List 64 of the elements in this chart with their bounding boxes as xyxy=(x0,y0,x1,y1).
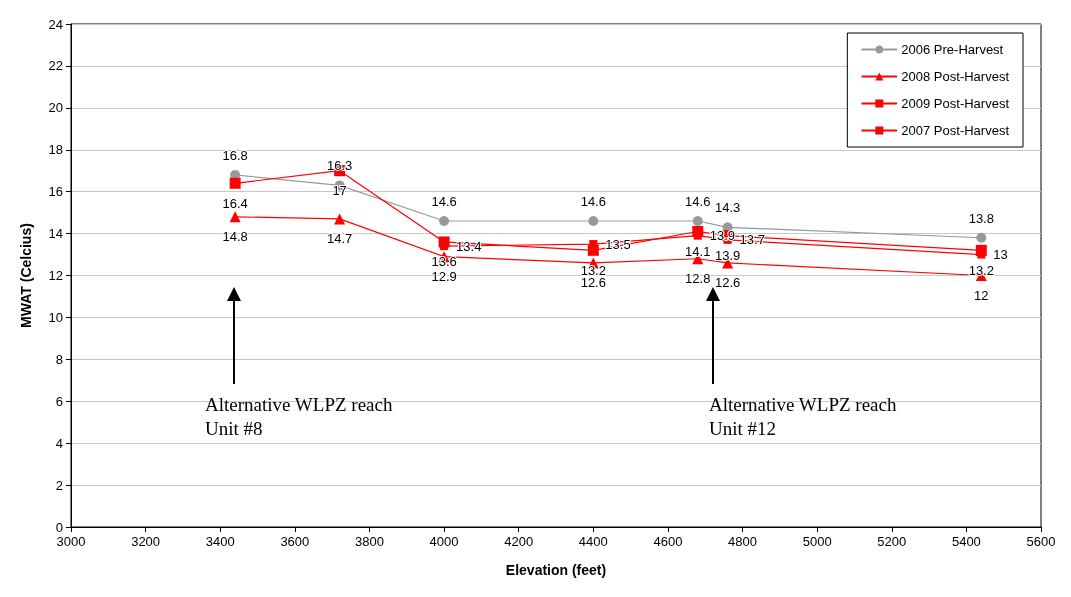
x-tick-label: 3200 xyxy=(131,534,161,549)
x-tick-label: 5400 xyxy=(951,534,981,549)
point xyxy=(439,216,450,227)
data-label: 12.6 xyxy=(714,275,741,291)
x-tick-label: 4600 xyxy=(653,534,683,549)
y-tick-label: 12 xyxy=(48,268,63,283)
y-tick-label: 20 xyxy=(48,100,63,116)
x-tick-label: 4800 xyxy=(728,534,757,549)
y-tick-label: 2 xyxy=(55,477,63,493)
data-label: 17 xyxy=(332,183,347,199)
x-axis-title: Elevation (feet) xyxy=(505,562,607,578)
y-axis-title: MWAT (Celcius) xyxy=(18,223,34,328)
x-tick-label: 3600 xyxy=(280,534,310,549)
legend-label: 2007 Post-Harvest xyxy=(901,123,1010,138)
data-label: 13.8 xyxy=(968,210,994,226)
y-tick-label: 6 xyxy=(55,393,63,409)
data-label: 13.6 xyxy=(431,254,457,270)
y-tick-label: 4 xyxy=(55,435,63,451)
data-label: 12.8 xyxy=(685,271,711,287)
annotation: Alternative WLPZ reach Unit #8 xyxy=(205,393,393,441)
y-tick-label: 10 xyxy=(48,309,63,325)
data-label: 14.7 xyxy=(326,231,353,247)
data-label: 12.6 xyxy=(580,275,606,291)
x-tick-label: 5200 xyxy=(877,534,907,549)
data-label: 14.3 xyxy=(714,200,741,216)
legend-label: 2008 Post-Harvest xyxy=(901,69,1010,84)
data-label: 16.4 xyxy=(222,195,248,211)
annotation: Alternative WLPZ reach Unit #12 xyxy=(709,393,897,441)
data-label: 13 xyxy=(993,247,1008,263)
y-tick-label: 16 xyxy=(48,184,63,200)
x-tick-label: 3400 xyxy=(205,534,235,549)
y-tick-label: 0 xyxy=(55,519,63,535)
data-label: 14.6 xyxy=(431,194,457,210)
point xyxy=(588,216,599,227)
y-tick-label: 8 xyxy=(55,351,63,367)
data-label: 12 xyxy=(974,288,989,303)
data-label: 14.1 xyxy=(685,243,711,259)
x-tick-label: 4000 xyxy=(429,534,459,549)
data-label: 12.9 xyxy=(431,269,457,285)
point xyxy=(976,232,987,243)
data-label: 14.6 xyxy=(580,194,606,210)
point xyxy=(334,213,346,225)
x-tick-label: 5000 xyxy=(802,534,832,549)
legend-label: 2006 Pre-Harvest xyxy=(901,42,1004,57)
x-tick-label: 3800 xyxy=(355,534,384,549)
point xyxy=(229,211,241,223)
data-label: 13.2 xyxy=(968,262,994,278)
x-tick-label: 3000 xyxy=(56,534,86,549)
data-label: 14.6 xyxy=(685,194,711,210)
y-tick-label: 18 xyxy=(48,142,63,158)
point xyxy=(229,177,241,189)
legend-label: 2009 Post-Harvest xyxy=(901,96,1010,111)
data-label: 16.8 xyxy=(222,147,248,163)
y-tick-label: 24 xyxy=(48,16,63,32)
y-tick-label: 22 xyxy=(48,58,63,74)
x-tick-label: 4400 xyxy=(578,534,608,549)
point xyxy=(692,216,703,227)
y-tick-label: 14 xyxy=(48,226,63,242)
data-label: 14.8 xyxy=(222,229,248,245)
data-label: 13.9 xyxy=(714,248,741,264)
x-tick-label: 4200 xyxy=(504,534,534,549)
data-label: 13.2 xyxy=(580,262,606,278)
data-label: 16.3 xyxy=(326,158,353,174)
x-tick-label: 5600 xyxy=(1026,534,1056,549)
